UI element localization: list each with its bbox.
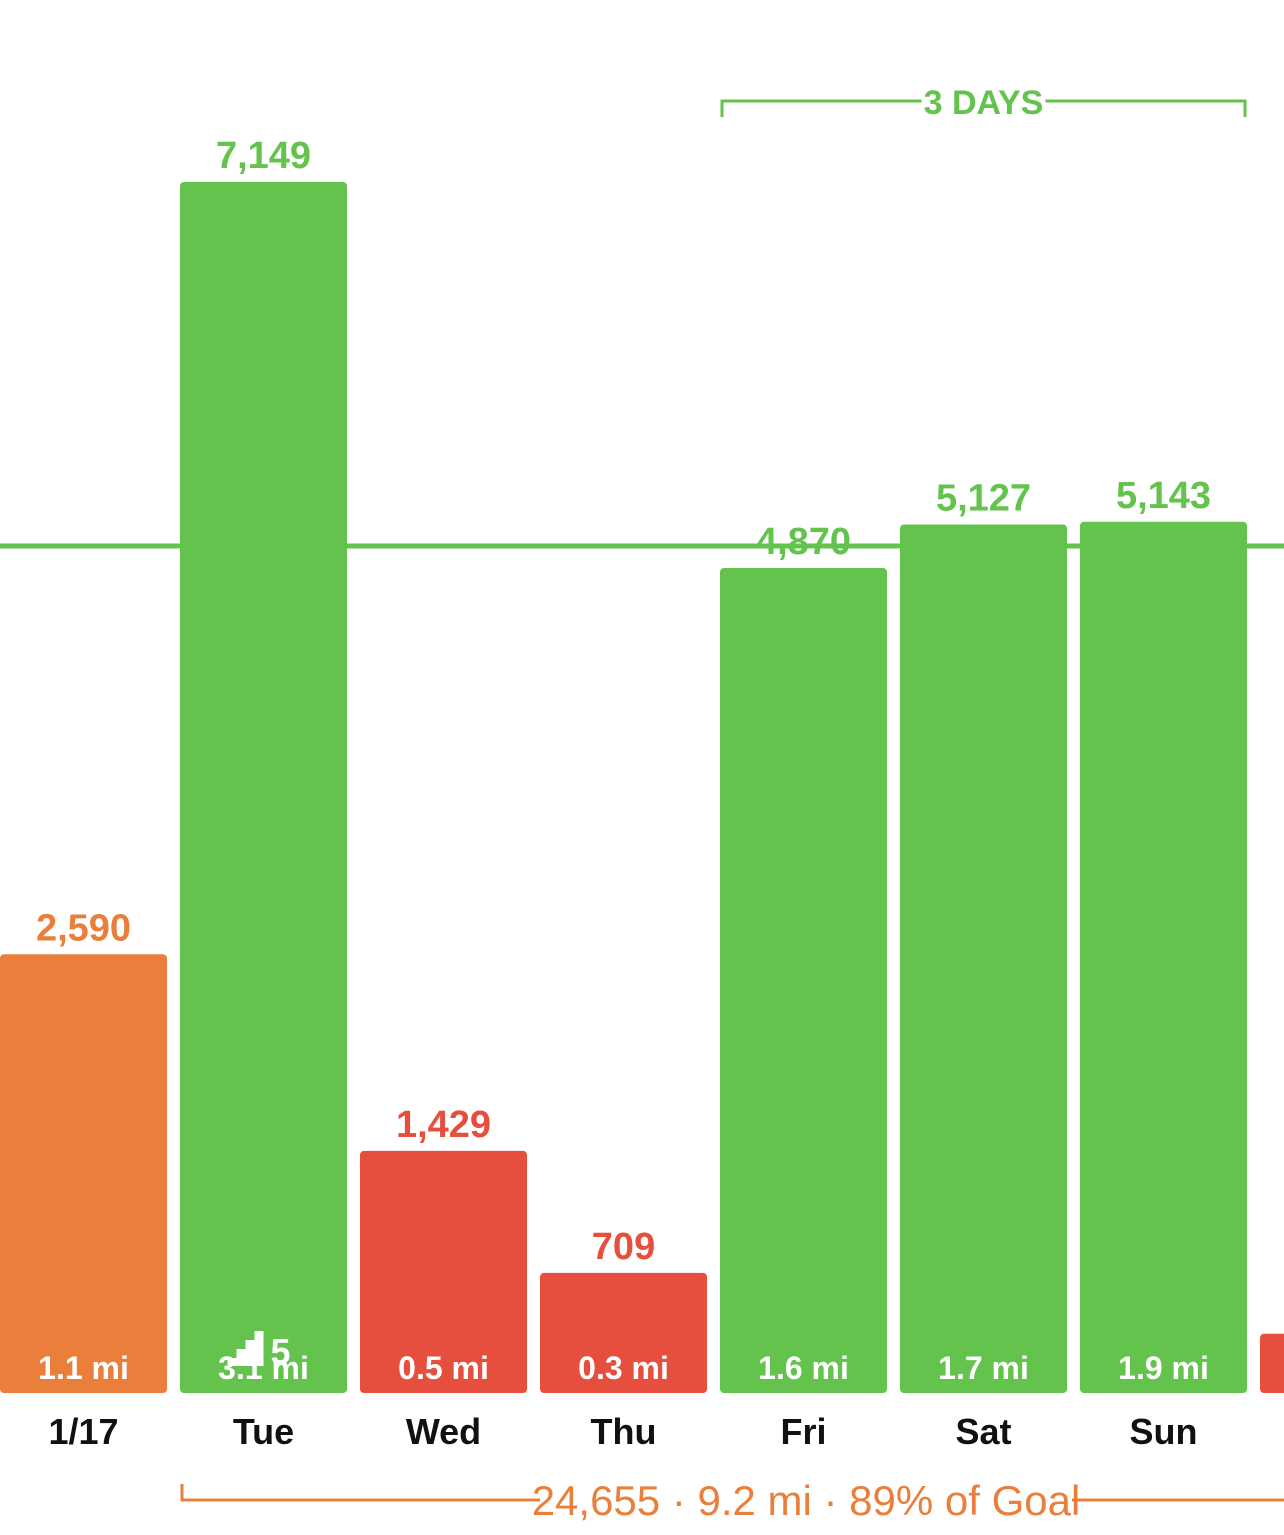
- distance-label: 1.1 mi: [38, 1350, 129, 1386]
- distance-label: 1.7 mi: [938, 1350, 1029, 1386]
- bar-1/17[interactable]: [0, 954, 167, 1393]
- day-label: Tue: [233, 1411, 294, 1452]
- bar-Wed[interactable]: [360, 1150, 527, 1393]
- day-label: Wed: [406, 1411, 481, 1452]
- value-label: 1,429: [396, 1104, 491, 1146]
- distance-label: 0.3 mi: [578, 1350, 669, 1386]
- stairs-icon: [227, 1331, 264, 1366]
- bar-Sun[interactable]: [1080, 521, 1247, 1393]
- distance-label: 0.5 mi: [398, 1350, 489, 1386]
- value-label: 5,127: [936, 478, 1031, 520]
- day-label: 1/17: [48, 1411, 118, 1452]
- bar-Sat[interactable]: [900, 524, 1067, 1393]
- value-label: 709: [592, 1226, 655, 1268]
- day-label: Sun: [1130, 1411, 1198, 1452]
- bar-Thu[interactable]: [540, 1272, 707, 1393]
- bar-Fri[interactable]: [720, 568, 887, 1393]
- summary-bracket-left: [180, 1484, 540, 1502]
- value-label: 2,590: [36, 907, 131, 949]
- value-label: 5,143: [1116, 475, 1211, 517]
- value-label: 4,870: [756, 521, 851, 563]
- streak-bracket: 3 DAYS: [720, 84, 1247, 122]
- summary-label: 24,655 · 9.2 mi · 89% of Goal: [532, 1477, 1081, 1524]
- streak-bracket-right: [1045, 99, 1247, 117]
- value-label: 7,149: [216, 135, 311, 177]
- flights-count: 5: [271, 1331, 291, 1372]
- day-label: Thu: [591, 1411, 657, 1452]
- distance-label: 1.6 mi: [758, 1350, 849, 1386]
- day-label: Fri: [780, 1411, 826, 1452]
- day-label: Sat: [955, 1411, 1011, 1452]
- bar-next-partial[interactable]: [1260, 1333, 1284, 1393]
- weekly-summary: 24,655 · 9.2 mi · 89% of Goal: [180, 1477, 1284, 1524]
- streak-label: 3 DAYS: [924, 84, 1044, 122]
- distance-label: 1.9 mi: [1118, 1350, 1209, 1386]
- streak-bracket-left: [720, 99, 922, 117]
- bar-Tue[interactable]: [180, 182, 347, 1393]
